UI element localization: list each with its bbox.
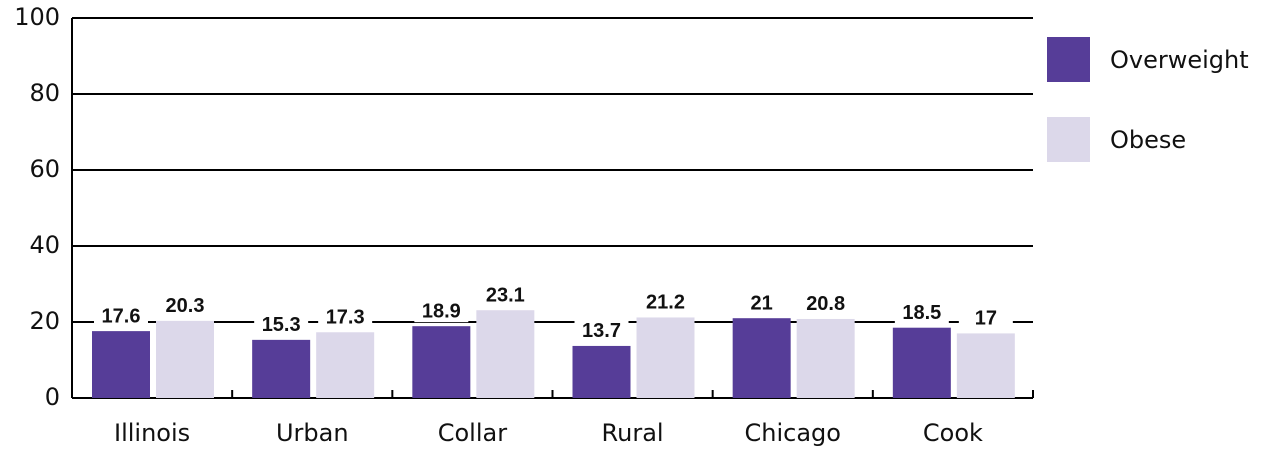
- bar: [732, 318, 791, 398]
- x-tick-label: Illinois: [114, 419, 190, 447]
- value-label-bg: [254, 313, 309, 336]
- bar: [316, 332, 375, 398]
- bar: [156, 320, 214, 398]
- value-label-bg: [798, 292, 853, 315]
- value-label-bg: [958, 307, 1013, 330]
- legend-swatch: [1047, 117, 1090, 162]
- value-label: 17.3: [326, 307, 365, 329]
- bar: [476, 310, 535, 398]
- x-tick-label: Chicago: [745, 419, 841, 447]
- value-label-bg: [734, 292, 789, 315]
- value-label: 13.7: [582, 320, 621, 342]
- bar: [572, 345, 631, 398]
- bar: [92, 331, 150, 398]
- x-tick-label: Collar: [438, 419, 507, 447]
- legend-swatch: [1047, 37, 1090, 82]
- value-label: 15.3: [262, 314, 301, 336]
- bar: [796, 318, 855, 398]
- bar: [412, 326, 471, 398]
- value-label-bg: [414, 300, 469, 323]
- bar: [252, 339, 311, 398]
- value-label: 21.2: [646, 292, 685, 314]
- value-label: 20.3: [166, 295, 205, 317]
- value-label: 21: [751, 292, 773, 314]
- value-label: 17: [975, 308, 997, 330]
- y-tick-label: 0: [45, 383, 60, 411]
- x-tick-label: Cook: [923, 419, 983, 447]
- value-label-bg: [638, 291, 693, 314]
- x-tick-label: Urban: [276, 419, 349, 447]
- value-label-bg: [158, 294, 212, 317]
- value-label: 18.9: [422, 300, 461, 322]
- value-label-bg: [318, 306, 373, 329]
- bar: [956, 333, 1015, 398]
- value-label-bg: [574, 319, 629, 342]
- y-tick-label: 20: [29, 307, 60, 335]
- value-label-bg: [94, 305, 148, 328]
- value-label: 23.1: [486, 285, 525, 307]
- y-tick-label: 100: [14, 3, 60, 31]
- legend-label: Obese: [1110, 126, 1186, 154]
- bar: [892, 327, 951, 398]
- value-label: 20.8: [806, 293, 845, 315]
- y-tick-label: 80: [29, 79, 60, 107]
- value-label: 17.6: [102, 305, 141, 327]
- value-label-bg: [894, 301, 949, 324]
- x-tick-label: Rural: [602, 419, 664, 447]
- y-tick-label: 40: [29, 231, 60, 259]
- bar: [636, 317, 695, 398]
- value-label-bg: [478, 284, 533, 307]
- y-tick-label: 60: [29, 155, 60, 183]
- value-label: 18.5: [902, 302, 941, 324]
- legend-label: Overweight: [1110, 46, 1249, 74]
